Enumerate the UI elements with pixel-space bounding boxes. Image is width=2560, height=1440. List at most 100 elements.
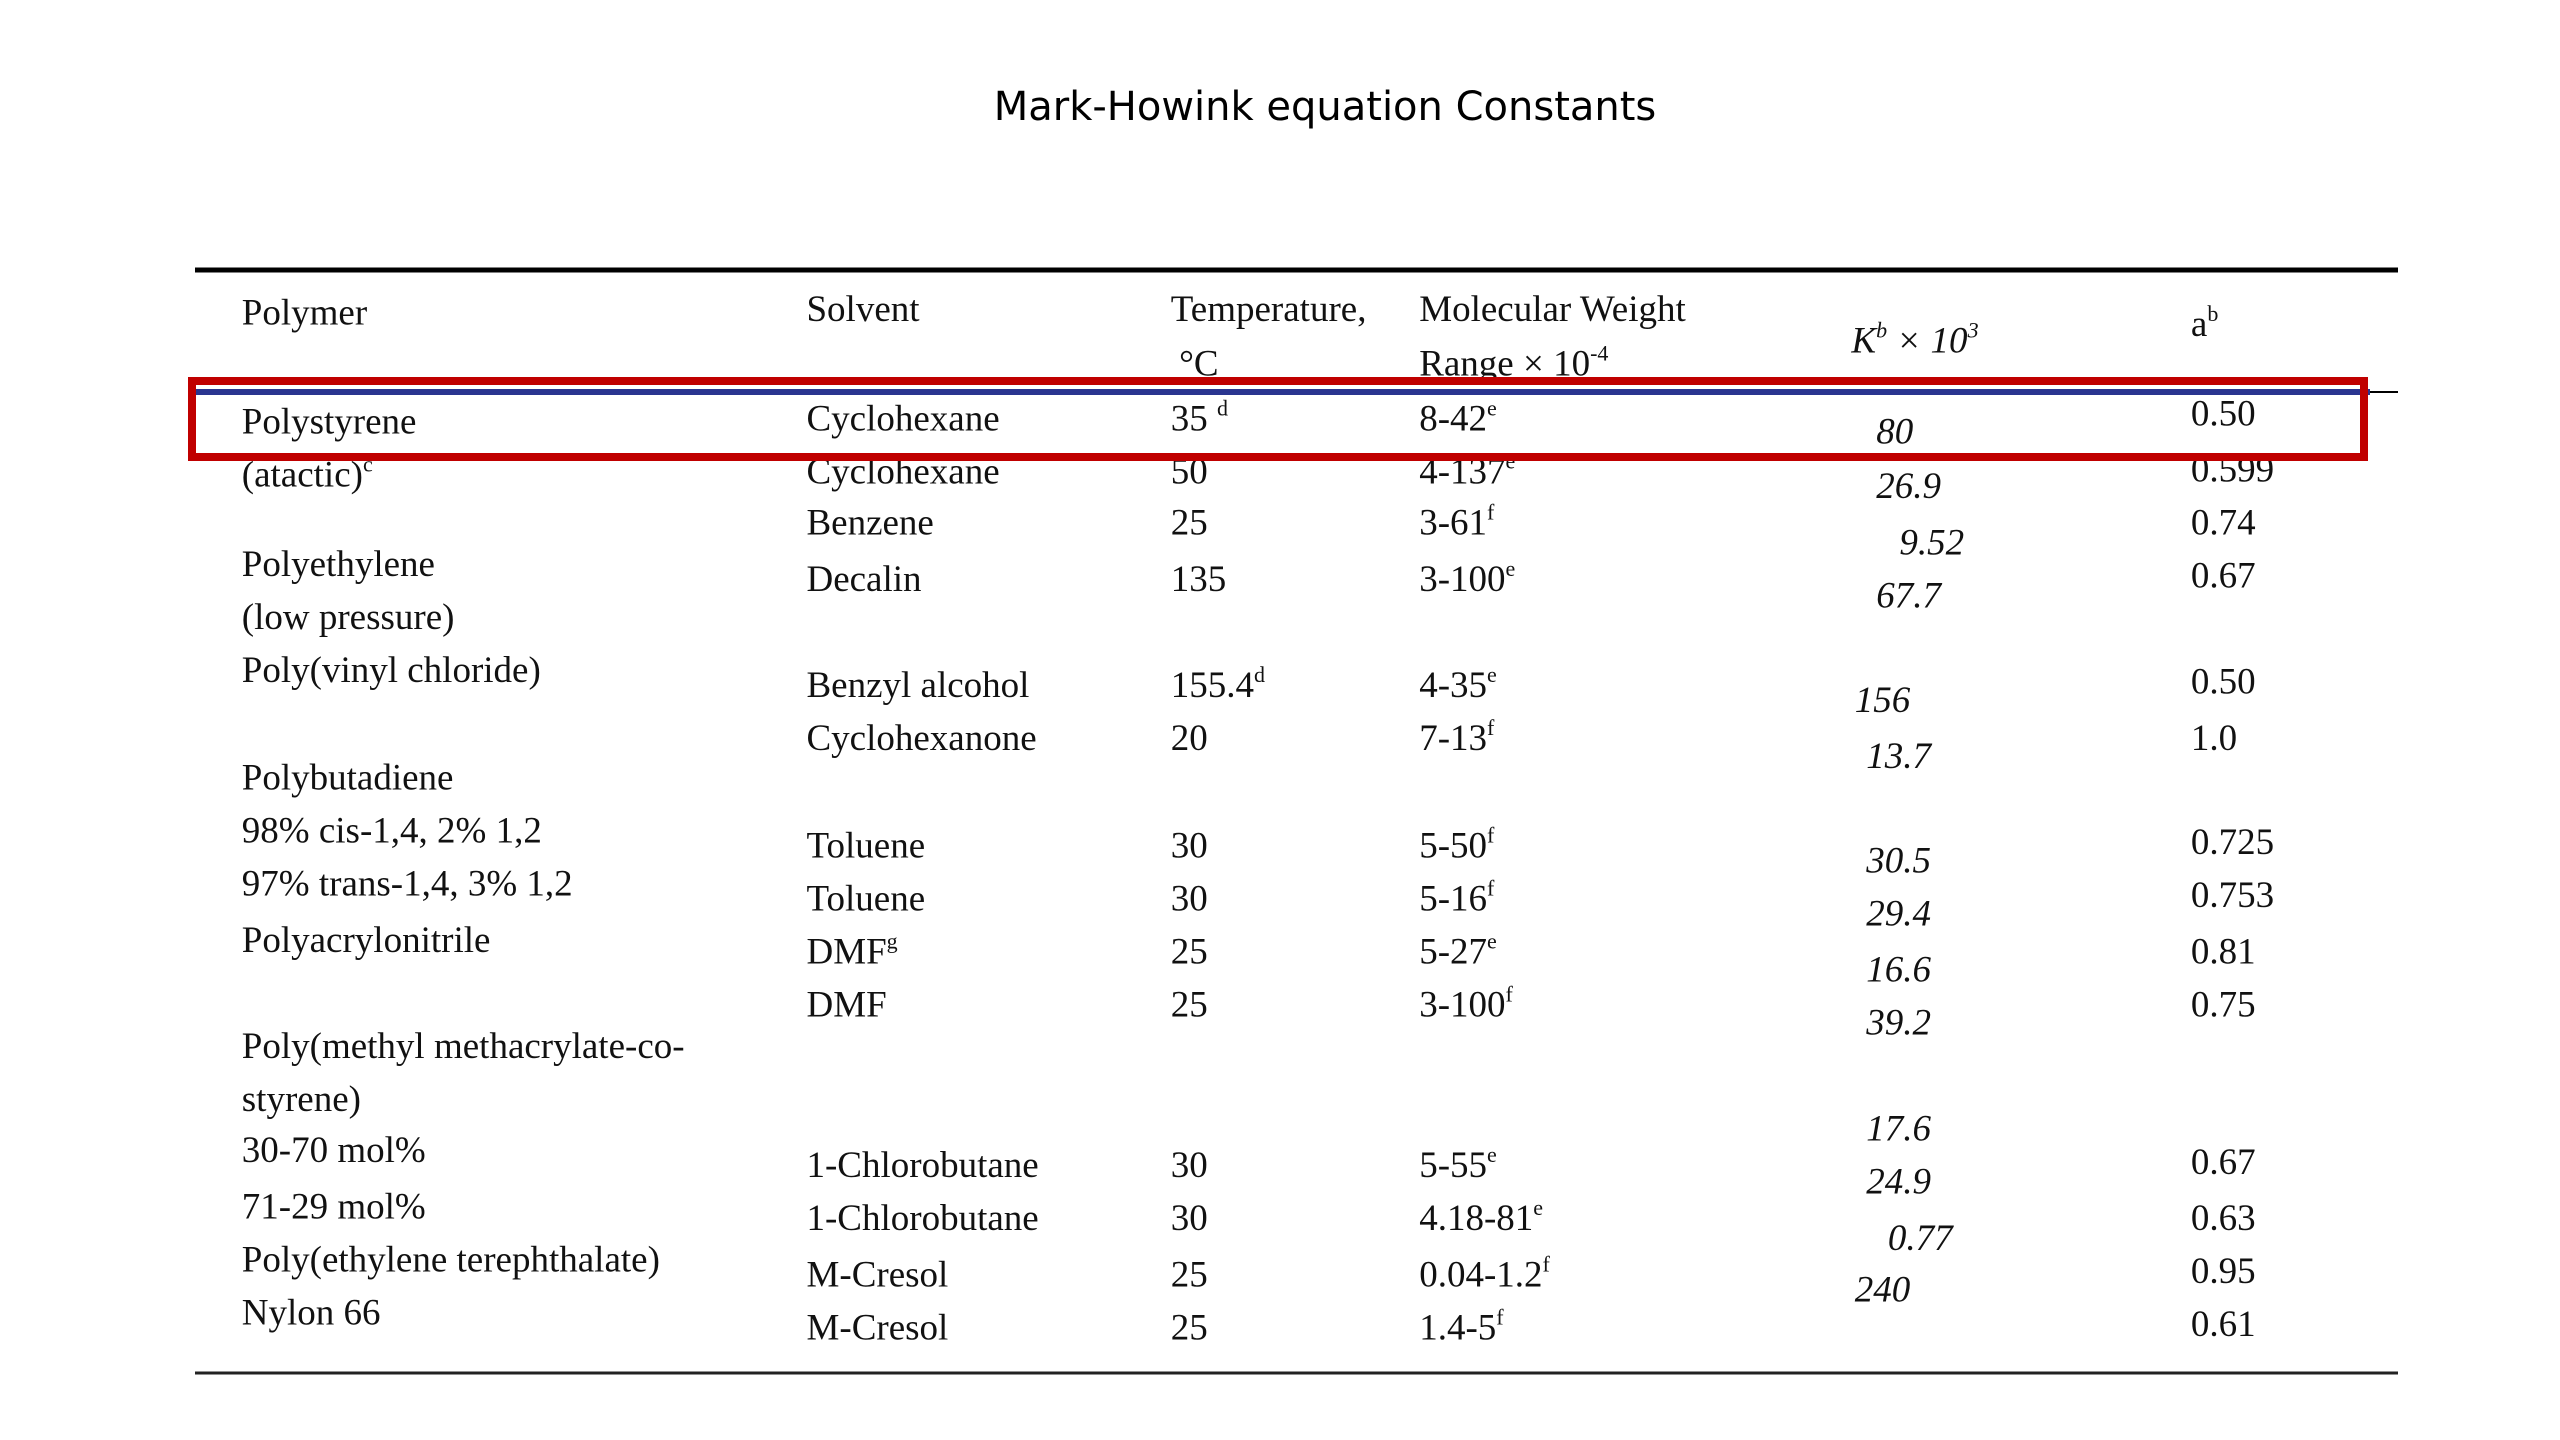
temperature: 155.4d​ (1171, 662, 1265, 706)
polymer-name-text: Polystyrene (242, 402, 417, 443)
molecular-weight-range: 3-61f​ (1419, 500, 1495, 544)
molecular-weight-range-text: 7-13 (1419, 718, 1487, 759)
a-value: 0.74 (2191, 503, 2256, 544)
a-value-text: 0.75 (2191, 985, 2256, 1026)
temperature-sup: d (1217, 395, 1228, 420)
a-value-text: 0.74 (2191, 503, 2256, 544)
molecular-weight-range-sup: f (1487, 500, 1495, 525)
a-value: 0.50 (2191, 662, 2256, 703)
molecular-weight-range-sup: e (1487, 395, 1497, 420)
k-value: 67.7 (1876, 576, 1942, 617)
molecular-weight-range-sup: f (1487, 823, 1495, 848)
temperature: 25 (1171, 985, 1208, 1026)
a-value-text: 0.725 (2191, 823, 2274, 864)
solvent-text: 1-Chlorobutane (806, 1199, 1038, 1240)
solvent: Cyclohexanone (806, 718, 1036, 759)
molecular-weight-range-text: 3-100 (1419, 559, 1505, 600)
polymer-name: 97% trans-1,4, 3% 1,2 (242, 864, 573, 905)
molecular-weight-range-sup: e (1533, 1195, 1543, 1220)
molecular-weight-range-sup: e (1487, 662, 1497, 687)
temperature: 25 (1171, 1308, 1208, 1349)
a-value-text: 0.81 (2191, 932, 2256, 973)
molecular-weight-range: 1.4-5f​ (1419, 1304, 1504, 1348)
header-temperature: Temperature, (1171, 289, 1367, 330)
solvent: DMFg​ (806, 929, 897, 973)
polymer-name-text: 97% trans-1,4, 3% 1,2 (242, 864, 573, 905)
header-a: ab​ (2191, 301, 2218, 345)
polymer-name: Nylon 66 (242, 1293, 381, 1334)
a-value: 0.725 (2191, 823, 2274, 864)
k-value-text: 29.4 (1866, 894, 1931, 935)
molecular-weight-range-sup: f (1487, 715, 1495, 740)
solvent: Benzene (806, 503, 933, 544)
molecular-weight-range: 8-42e​ (1419, 395, 1497, 439)
polymer-name: (atactic)c​ (242, 452, 373, 496)
molecular-weight-range: 5-16f​ (1419, 876, 1495, 920)
k-value: 24.9 (1866, 1162, 1931, 1203)
molecular-weight-range-sup: e (1506, 556, 1516, 581)
molecular-weight-range-sup: f (1543, 1251, 1551, 1276)
solvent-text: Benzyl alcohol (806, 665, 1029, 706)
molecular-weight-range-sup: f (1506, 982, 1514, 1007)
a-value-text: 0.67 (2191, 1142, 2256, 1183)
polymer-name: 71-29 mol% (242, 1187, 426, 1228)
a-value-text: 0.61 (2191, 1305, 2256, 1346)
polymer-name: Polystyrene (242, 402, 417, 443)
polymer-name: (low pressure) (242, 597, 455, 638)
k-value: 39.2 (1865, 1003, 1931, 1044)
temperature-text: 25 (1171, 985, 1208, 1026)
k-value-text: 0.77 (1888, 1218, 1954, 1259)
molecular-weight-range-text: 5-27 (1419, 932, 1487, 973)
header-molecular-weight: Molecular Weight (1419, 289, 1686, 330)
a-value-text: 0.67 (2191, 556, 2256, 597)
k-value: 156 (1855, 680, 1911, 721)
k-value: 240 (1855, 1270, 1911, 1311)
temperature-text: 155.4 (1171, 665, 1254, 706)
a-value-text: 1.0 (2191, 718, 2237, 759)
solvent: 1-Chlorobutane (806, 1199, 1038, 1240)
solvent: DMF (806, 985, 886, 1026)
a-value: 0.67 (2191, 1142, 2256, 1183)
k-value: 13.7 (1866, 737, 1932, 778)
k-value: 80 (1876, 412, 1914, 453)
polymer-name: Poly(ethylene terephthalate) (242, 1240, 660, 1281)
solvent-text: Cyclohexanone (806, 718, 1036, 759)
k-value: 17.6 (1866, 1109, 1931, 1150)
header-k-text: K (1850, 321, 1878, 362)
solvent-text: M-Cresol (806, 1308, 948, 1349)
molecular-weight-range-text: 1.4-5 (1419, 1308, 1496, 1349)
temperature-text: 25 (1171, 932, 1208, 973)
k-value-text: 24.9 (1866, 1162, 1931, 1203)
polymer-name-text: (low pressure) (242, 597, 455, 638)
temperature-text: 30 (1171, 1146, 1208, 1187)
solvent-text: Decalin (806, 559, 921, 600)
molecular-weight-range-text: 4-35 (1419, 665, 1487, 706)
solvent-text: DMF (806, 985, 886, 1026)
temperature: 30 (1171, 879, 1208, 920)
polymer-name-text: Nylon 66 (242, 1293, 381, 1334)
solvent: Decalin (806, 559, 921, 600)
polymer-name-text: Poly(vinyl chloride) (242, 650, 541, 691)
header-k-sup: b (1876, 317, 1887, 342)
header-molecular-weight-text: Molecular Weight (1419, 289, 1686, 330)
molecular-weight-range: 0.04-1.2f​ (1419, 1251, 1550, 1295)
solvent: Benzyl alcohol (806, 665, 1029, 706)
molecular-weight-range: 4-35e​ (1419, 662, 1497, 706)
molecular-weight-range-sup: e (1487, 929, 1497, 954)
temperature-text: 25 (1171, 503, 1208, 544)
temperature: 25 (1171, 1255, 1208, 1296)
k-value-text: 39.2 (1865, 1003, 1931, 1044)
polymer-name-text: Polybutadiene (242, 758, 454, 799)
header-mw-range-sup: -4 (1590, 341, 1608, 366)
molecular-weight-range-text: 4.18-81 (1419, 1199, 1533, 1240)
a-value: 0.67 (2191, 556, 2256, 597)
a-value: 0.81 (2191, 932, 2256, 973)
slide-title: Mark-Howink equation Constants (994, 84, 1657, 130)
k-value-text: 80 (1876, 412, 1914, 453)
k-value: 9.52 (1899, 523, 1964, 564)
polymer-name: styrene) (242, 1079, 361, 1120)
temperature: 25 (1171, 503, 1208, 544)
polymer-name-text: Polyethylene (242, 544, 435, 585)
solvent: Toluene (806, 826, 925, 867)
